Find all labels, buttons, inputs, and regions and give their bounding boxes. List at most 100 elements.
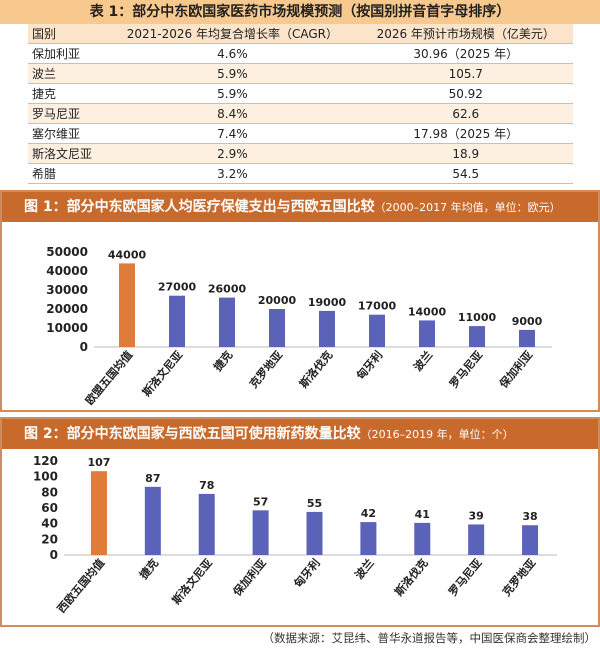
chart2-data-label: 107 bbox=[87, 456, 110, 469]
cell-country: 捷克 bbox=[28, 83, 107, 104]
chart1-y-tick-label: 40000 bbox=[46, 264, 88, 278]
chart1-x-tick-label: 捷克 bbox=[210, 348, 235, 374]
chart2-panel: 图 2：部分中东欧国家与西欧五国可使用新药数量比较（2016–2019 年，单位… bbox=[0, 417, 600, 627]
chart2-title-main: 图 2：部分中东欧国家与西欧五国可使用新药数量比较 bbox=[24, 426, 361, 442]
cell-cagr: 7.4% bbox=[106, 123, 359, 144]
cell-country: 保加利亚 bbox=[28, 43, 107, 64]
cell-cagr: 2.9% bbox=[106, 143, 359, 164]
chart2-y-tick-label: 0 bbox=[50, 548, 58, 562]
chart2-bar bbox=[468, 524, 485, 555]
chart1-bar bbox=[269, 309, 285, 347]
table-row: 罗马尼亚 8.4% 62.6 bbox=[28, 103, 573, 124]
chart2-x-tick-label: 西欧五国均值 bbox=[54, 556, 107, 616]
chart1-data-label: 17000 bbox=[358, 300, 397, 313]
chart2-bar bbox=[360, 522, 377, 555]
table-row: 斯洛文尼亚 2.9% 18.9 bbox=[28, 143, 573, 164]
chart1-bar bbox=[419, 320, 435, 347]
chart1-data-label: 20000 bbox=[258, 294, 297, 307]
chart2-data-label: 87 bbox=[145, 472, 160, 485]
chart1-y-tick-label: 30000 bbox=[46, 283, 88, 297]
chart2-x-tick-label: 斯洛文尼亚 bbox=[169, 556, 215, 607]
chart1-data-label: 26000 bbox=[208, 283, 247, 296]
cell-size: 50.92 bbox=[358, 83, 573, 104]
chart2-data-label: 57 bbox=[253, 495, 268, 508]
chart2-x-tick-label: 保加利亚 bbox=[229, 556, 269, 599]
chart1-bar bbox=[369, 314, 385, 347]
cell-country: 波兰 bbox=[28, 63, 107, 84]
chart2-bar bbox=[198, 493, 215, 555]
table-header-row: 国别 2021-2026 年均复合增长率（CAGR） 2026 年预计市场规模（… bbox=[28, 24, 573, 44]
chart2-bar bbox=[252, 510, 269, 555]
chart2-y-tick-label: 80 bbox=[41, 485, 58, 499]
chart1-data-label: 27000 bbox=[158, 281, 197, 294]
chart1-bar bbox=[119, 263, 135, 347]
chart1-x-tick-label: 保加利亚 bbox=[496, 348, 536, 391]
header-country: 国别 bbox=[28, 24, 107, 44]
chart1-data-label: 11000 bbox=[458, 311, 497, 324]
chart2-x-tick-label: 克罗地亚 bbox=[499, 556, 538, 599]
chart2-data-label: 38 bbox=[522, 510, 537, 523]
chart1-x-tick-label: 匈牙利 bbox=[353, 348, 385, 382]
chart1-bar bbox=[319, 310, 335, 347]
chart1-panel: 图 1：部分中东欧国家人均医疗保健支出与西欧五国比较（2000–2017 年均值… bbox=[0, 190, 600, 412]
chart1-bar bbox=[169, 295, 185, 347]
chart1-bar bbox=[219, 297, 235, 347]
chart1-y-tick-label: 20000 bbox=[46, 302, 88, 316]
chart2-data-label: 55 bbox=[307, 497, 322, 510]
table-title: 表 1：部分中东欧国家医药市场规模预测（按国别拼音首字母排序） bbox=[0, 0, 600, 24]
chart2-data-label: 41 bbox=[415, 508, 430, 521]
chart2-y-tick-label: 40 bbox=[41, 517, 58, 531]
header-market-size: 2026 年预计市场规模（亿美元） bbox=[358, 24, 573, 44]
cell-country: 塞尔维亚 bbox=[28, 123, 107, 144]
chart2-data-label: 78 bbox=[199, 479, 214, 492]
table-row: 希腊 3.2% 54.5 bbox=[28, 163, 573, 184]
chart2-y-tick-label: 100 bbox=[33, 470, 58, 484]
chart2-x-tick-label: 匈牙利 bbox=[291, 556, 323, 590]
chart2-bar bbox=[522, 525, 539, 555]
cell-size: 62.6 bbox=[358, 103, 573, 124]
cell-country: 斯洛文尼亚 bbox=[28, 143, 107, 164]
chart2-y-tick-label: 60 bbox=[41, 501, 58, 515]
chart2-y-tick-label: 20 bbox=[41, 532, 58, 546]
source-note: （数据来源：艾昆纬、普华永道报告等，中国医保商会整理绘制） bbox=[262, 631, 597, 645]
cell-cagr: 5.9% bbox=[106, 83, 359, 104]
cell-cagr: 4.6% bbox=[106, 43, 359, 64]
chart2-x-tick-label: 波兰 bbox=[352, 556, 377, 582]
table-row: 捷克 5.9% 50.92 bbox=[28, 83, 573, 104]
table-row: 波兰 5.9% 105.7 bbox=[28, 63, 573, 84]
chart1-data-label: 44000 bbox=[108, 248, 147, 261]
chart1-bar bbox=[519, 329, 535, 347]
cell-size: 18.9 bbox=[358, 143, 573, 164]
chart1-plot: 0 10000 20000 30000 40000 50000 44000 欧盟五国均值 270… bbox=[46, 245, 552, 408]
chart1-y-tick-label: 0 bbox=[80, 340, 88, 354]
chart1-x-tick-label: 波兰 bbox=[410, 348, 435, 374]
cell-size: 17.98（2025 年） bbox=[358, 123, 573, 144]
table-row: 塞尔维亚 7.4% 17.98（2025 年） bbox=[28, 123, 573, 144]
chart1-data-label: 19000 bbox=[308, 296, 347, 309]
cell-size: 54.5 bbox=[358, 163, 573, 184]
chart1-x-tick-label: 克罗地亚 bbox=[246, 348, 285, 391]
chart2-x-tick-label: 斯洛伐克 bbox=[392, 556, 431, 599]
chart2-x-tick-label: 捷克 bbox=[136, 556, 161, 582]
chart2-y-tick-label: 120 bbox=[33, 454, 58, 468]
market-table: 国别 2021-2026 年均复合增长率（CAGR） 2026 年预计市场规模（… bbox=[28, 24, 573, 184]
chart1-data-label: 9000 bbox=[512, 315, 543, 328]
chart2-x-tick-label: 罗马尼亚 bbox=[446, 557, 484, 599]
table-row: 保加利亚 4.6% 30.96（2025 年） bbox=[28, 43, 573, 64]
chart1-x-tick-label: 欧盟五国均值 bbox=[82, 348, 135, 408]
chart2-bar bbox=[306, 511, 323, 555]
chart1-title-main: 图 1：部分中东欧国家人均医疗保健支出与西欧五国比较 bbox=[24, 199, 375, 215]
chart1-x-tick-label: 斯洛伐克 bbox=[296, 348, 335, 391]
cell-size: 30.96（2025 年） bbox=[358, 43, 573, 64]
chart2-title-sub: （2016–2019 年，单位：个） bbox=[360, 428, 514, 441]
chart2-title: 图 2：部分中东欧国家与西欧五国可使用新药数量比较（2016–2019 年，单位… bbox=[2, 419, 598, 449]
header-cagr: 2021-2026 年均复合增长率（CAGR） bbox=[106, 24, 359, 44]
chart1-title-sub: （2000–2017 年均值，单位：欧元） bbox=[374, 201, 561, 214]
chart2-data-label: 39 bbox=[469, 509, 484, 522]
cell-cagr: 8.4% bbox=[106, 103, 359, 124]
chart2-bar bbox=[90, 471, 107, 555]
chart1-x-tick-label: 罗马尼亚 bbox=[447, 349, 485, 391]
cell-country: 希腊 bbox=[28, 163, 107, 184]
cell-country: 罗马尼亚 bbox=[28, 103, 107, 124]
